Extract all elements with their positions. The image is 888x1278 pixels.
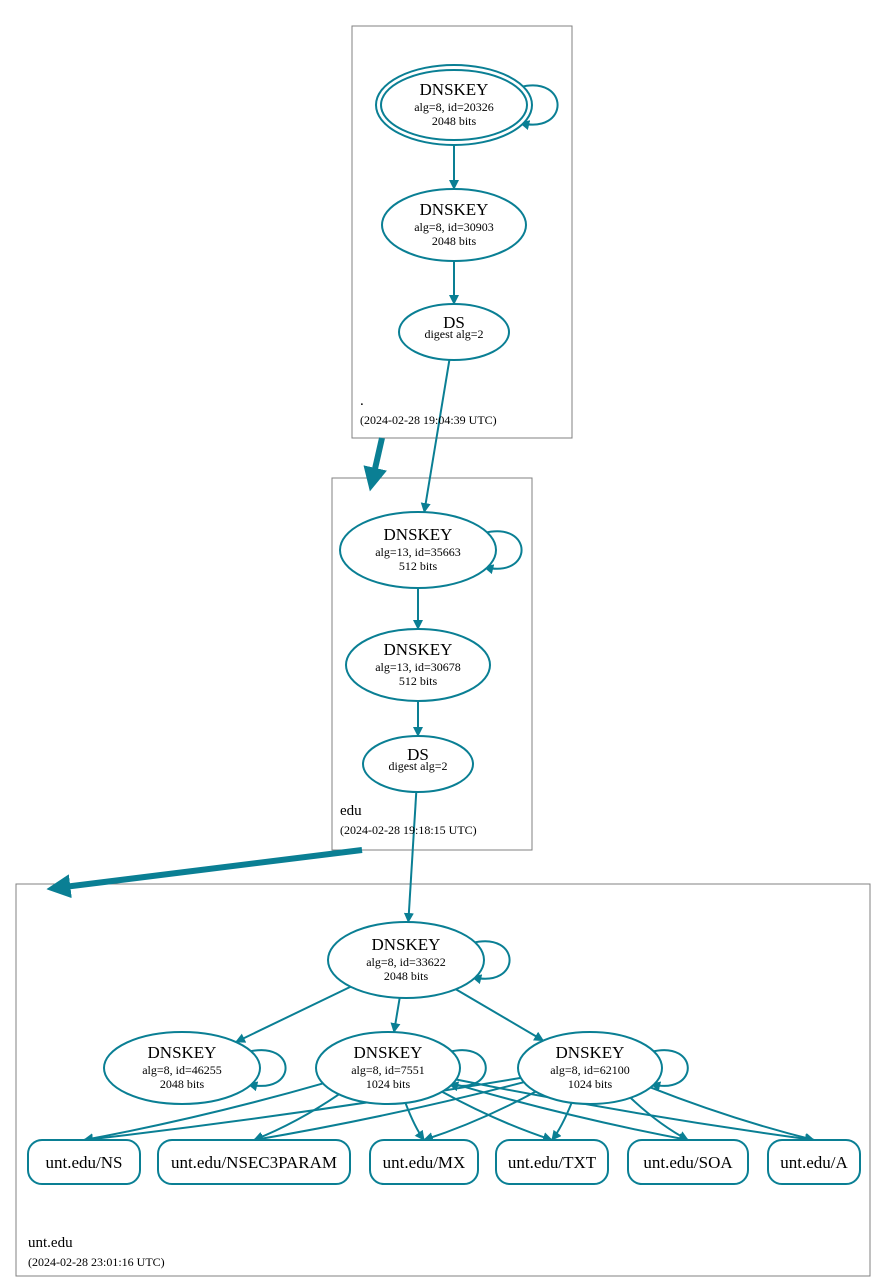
edge [424,360,449,512]
node-label: 2048 bits [432,114,477,128]
edge [236,987,351,1042]
rrset-label: unt.edu/NS [46,1153,123,1172]
node-unt-z1: DNSKEYalg=8, id=75511024 bits [316,1032,460,1104]
node-edu-ds: DSdigest alg=2 [363,736,473,792]
node-label: DNSKEY [384,525,453,544]
node-label: 512 bits [399,674,438,688]
node-label: DNSKEY [384,640,453,659]
zone-timestamp: (2024-02-28 19:04:39 UTC) [360,413,497,427]
node-label: alg=8, id=7551 [351,1063,425,1077]
node-root-ds: DSdigest alg=2 [399,304,509,360]
node-label: 1024 bits [366,1077,411,1091]
node-unt-ksk: DNSKEYalg=8, id=336222048 bits [328,922,484,998]
zone-label: unt.edu [28,1235,73,1251]
rrset-label: unt.edu/TXT [508,1153,597,1172]
zone-timestamp: (2024-02-28 19:18:15 UTC) [340,823,477,837]
node-label: DNSKEY [354,1043,423,1062]
node-label: 1024 bits [568,1077,613,1091]
edge [424,1092,536,1140]
zone-timestamp: (2024-02-28 23:01:16 UTC) [28,1255,165,1269]
node-edu-ksk: DNSKEYalg=13, id=35663512 bits [340,512,496,588]
node-label: alg=8, id=62100 [550,1063,630,1077]
node-root-zsk: DNSKEYalg=8, id=309032048 bits [382,189,526,261]
node-label: DNSKEY [420,80,489,99]
edge [394,998,400,1032]
zone-label: . [360,393,364,409]
rrset-label: unt.edu/A [780,1153,848,1172]
node-label: DNSKEY [420,200,489,219]
node-label: alg=13, id=35663 [375,545,461,559]
zone-label: edu [340,803,362,819]
dnssec-diagram: DNSKEYalg=8, id=203262048 bitsDNSKEYalg=… [0,0,888,1278]
node-label: 2048 bits [384,969,429,983]
node-label: 2048 bits [432,234,477,248]
rrset-label: unt.edu/SOA [643,1153,733,1172]
node-label: digest alg=2 [424,327,483,341]
node-label: digest alg=2 [388,759,447,773]
zone-arrow [372,438,382,482]
edge [456,989,543,1040]
node-label: DNSKEY [372,935,441,954]
node-label: DNSKEY [556,1043,625,1062]
node-label: alg=13, id=30678 [375,660,461,674]
node-label: alg=8, id=30903 [414,220,494,234]
node-label: alg=8, id=33622 [366,955,446,969]
node-unt-z2: DNSKEYalg=8, id=621001024 bits [518,1032,662,1104]
node-label: DNSKEY [148,1043,217,1062]
node-label: alg=8, id=20326 [414,100,494,114]
node-label: 512 bits [399,559,438,573]
rrset-label: unt.edu/NSEC3PARAM [171,1153,337,1172]
edge [408,792,416,922]
rrset-label: unt.edu/MX [383,1153,466,1172]
zone-arrow [56,850,362,888]
node-edu-zsk: DNSKEYalg=13, id=30678512 bits [346,629,490,701]
node-unt-k2: DNSKEYalg=8, id=462552048 bits [104,1032,260,1104]
node-label: alg=8, id=46255 [142,1063,222,1077]
node-label: 2048 bits [160,1077,205,1091]
node-root-ksk: DNSKEYalg=8, id=203262048 bits [376,65,532,145]
edge [552,1103,572,1140]
